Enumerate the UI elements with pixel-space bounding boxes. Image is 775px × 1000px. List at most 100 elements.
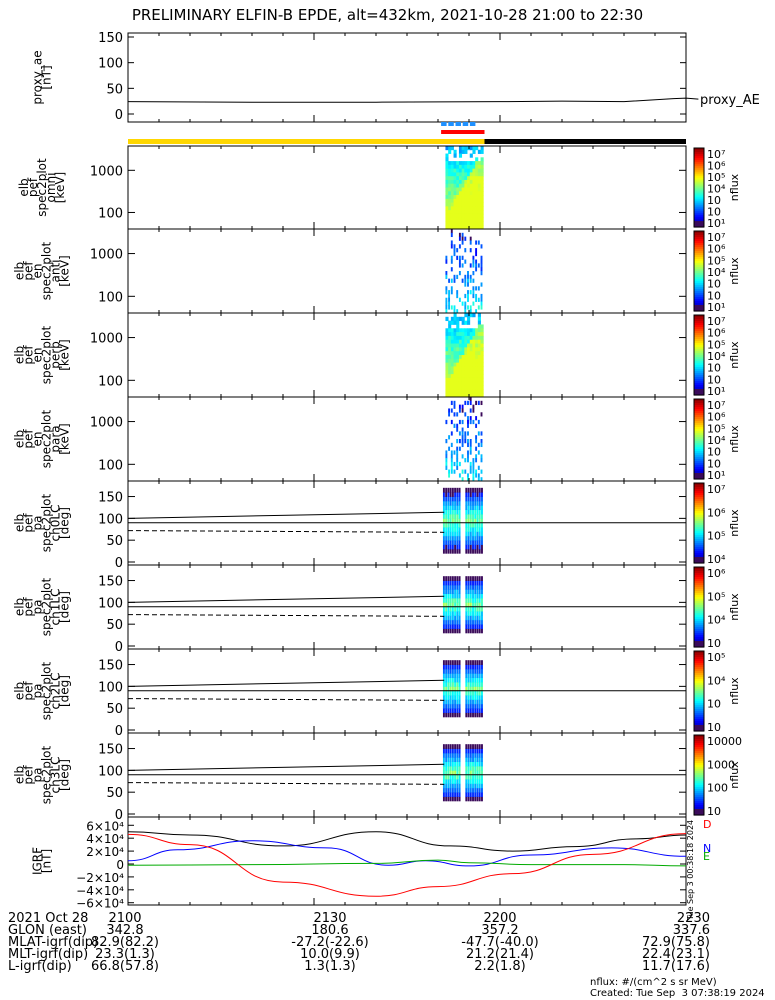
spectrogram-cell [448,176,451,180]
pitch-angle-cell [443,788,445,793]
igrf-right-label: D [703,818,711,831]
pitch-angle-ytick-label: 150 [98,659,123,674]
pitch-angle-cell [445,576,447,581]
spectrogram-cell [454,340,457,344]
pitch-angle-cell [459,492,461,497]
pitch-angle-cell [470,673,472,678]
spectrogram-cell [459,355,462,359]
spectrogram-cell [475,252,477,256]
spectrogram-cell [467,290,469,294]
pitch-angle-cell [479,695,481,700]
pitch-angle-cell [481,699,483,704]
pitch-angle-cell [459,682,461,687]
pitch-angle-cell [445,581,447,586]
pitch-angle-cell [472,704,474,709]
spectrogram-cell [478,298,480,302]
pitch-angle-cell [472,523,474,528]
spectrogram-cell [478,351,481,355]
spectrogram-cell [445,161,448,165]
pitch-angle-cell [454,708,456,713]
spectrogram-ytick-label: 1000 [90,332,123,347]
pitch-angle-cell [447,783,449,788]
spectrogram-cell [445,188,448,192]
pitch-angle-cell [459,766,461,771]
pitch-angle-cell [452,523,454,528]
pitch-angle-cell [447,629,449,634]
spectrogram-cell [462,199,465,203]
spectrogram-cell [459,344,462,348]
spectrogram-cell [481,188,484,192]
spectrogram-cell [467,351,470,355]
pitch-angle-ytick-label: 100 [98,512,123,527]
spectrogram-cell [451,347,454,351]
colorbar-label: nflux [728,509,741,537]
spectrogram-cell [454,332,457,336]
pitch-angle-cell [468,695,470,700]
spectrogram-cell [456,218,459,222]
pitch-angle-cell [474,624,476,629]
spectrogram-cell [445,305,447,309]
spectrogram-cell [459,389,462,393]
pitch-angle-cell [452,594,454,599]
pitch-angle-cell [456,753,458,758]
pitch-angle-cell [472,620,474,625]
spectrogram-cell [454,370,457,374]
pitch-angle-cell [477,581,479,586]
spectrogram-cell [459,199,462,203]
spectrogram-cell [451,359,454,363]
colorbar-label: nflux [728,761,741,789]
spectrogram-cell [467,378,470,382]
pitch-angle-cell [459,585,461,590]
pitch-angle-cell [443,695,445,700]
spectrogram-3 [445,313,483,397]
pitch-angle-cell [481,695,483,700]
spectrogram-cell [456,169,459,173]
pitch-angle-cell [443,540,445,545]
spectrogram-cell [470,176,473,180]
spectrogram-cell [470,154,473,158]
spectrogram-cell [475,470,477,474]
spectrogram-cell [448,355,451,359]
spectrogram-cell [462,470,464,474]
spectrogram-cell [470,363,473,367]
spectrogram-cell [481,370,484,374]
panel-7-ylabel: [deg] [58,675,72,707]
pitch-angle-cell [477,594,479,599]
colorbar-tick-label: 100 [707,782,728,795]
spectrogram-cell [472,359,475,363]
spectrogram-cell [459,203,462,207]
spectrogram-cell [472,172,475,176]
spectrogram-cell [462,340,465,344]
pitch-angle-cell [477,762,479,767]
spectrogram-cell [456,454,458,458]
panel-9-ylabel: [nT] [40,849,54,873]
pitch-angle-cell [450,691,452,696]
pitch-angle-cell [479,629,481,634]
pitch-angle-cell [445,611,447,616]
spectrogram-cell [456,188,459,192]
pitch-angle-cell [481,598,483,603]
spectrogram-cell [451,169,454,173]
spectrogram-cell [459,184,462,188]
spectrogram-cell [445,195,448,199]
pitch-angle-cell [481,713,483,718]
pitch-angle-cell [465,749,467,754]
pitch-angle-cell [477,792,479,797]
spectrogram-cell [475,248,477,252]
spectrogram-cell [451,401,453,405]
pitch-angle-cell [465,797,467,802]
pitch-angle-cell [479,682,481,687]
pitch-angle-cell [445,660,447,665]
pitch-angle-cell [481,757,483,762]
spectrogram-cell [456,340,459,344]
spectrogram-cell [451,267,453,271]
pitch-angle-cell [470,766,472,771]
spectrogram-cell [445,336,448,340]
pitch-angle-cell [456,788,458,793]
colorbar-tick-label: 10⁴ [707,553,726,566]
spectrogram-cell [451,161,454,165]
spectrogram-cell [456,214,459,218]
pitch-angle-cell [465,629,467,634]
spectrogram-cell [475,424,477,428]
spectrogram-cell [464,351,467,355]
